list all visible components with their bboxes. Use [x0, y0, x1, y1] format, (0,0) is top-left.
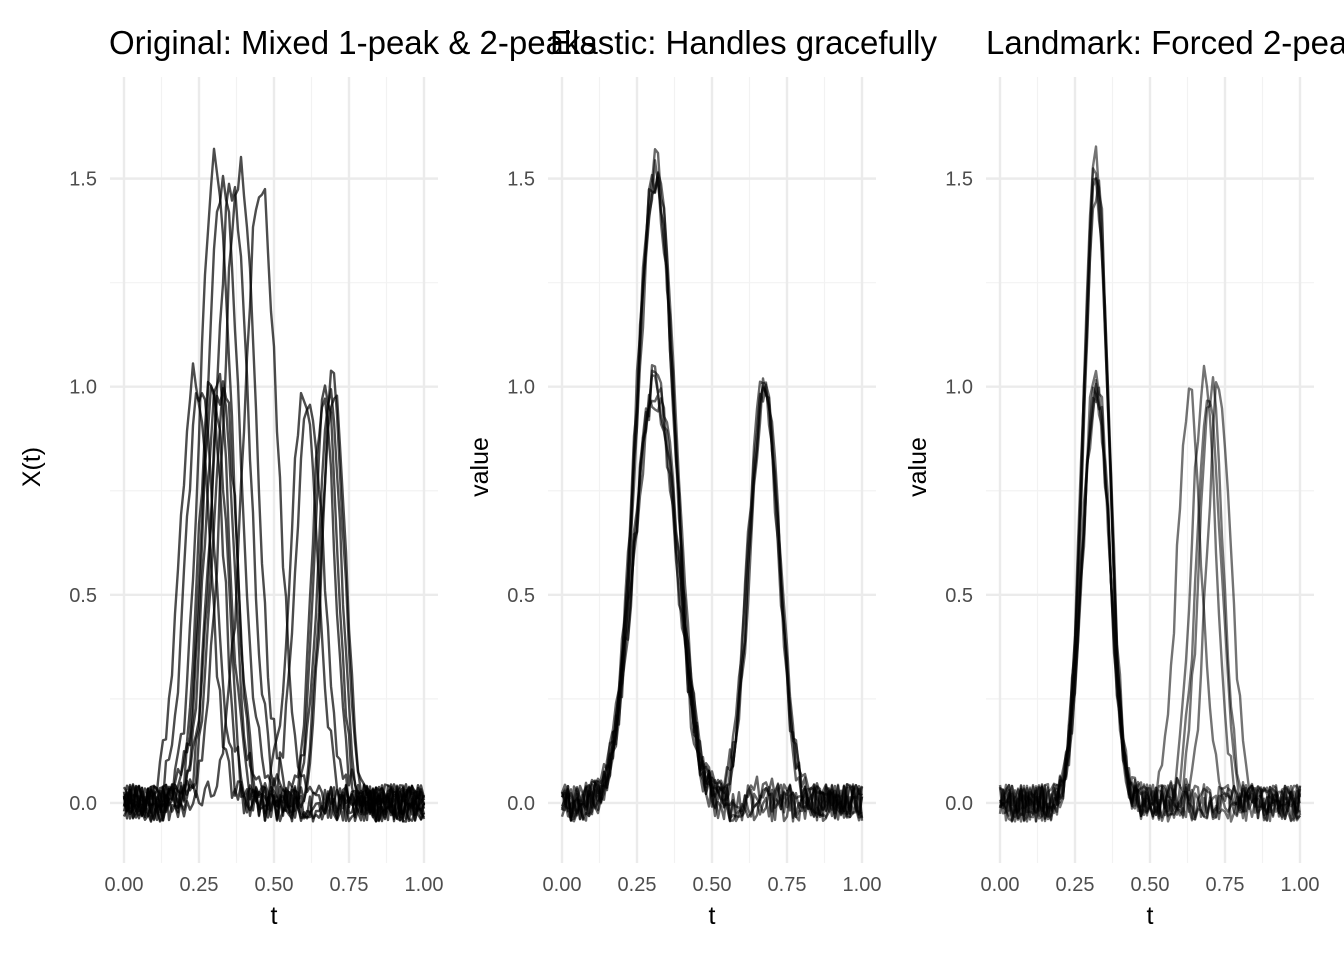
y-tick-label: 0.0 — [945, 793, 973, 815]
x-tick-label: 0.25 — [180, 874, 219, 896]
x-tick-label: 1.00 — [405, 874, 444, 896]
x-tick-label: 0.00 — [105, 874, 144, 896]
x-tick-label: 0.50 — [1131, 874, 1170, 896]
x-tick-label: 0.25 — [1056, 874, 1095, 896]
series-line — [122, 385, 426, 823]
x-axis-title: t — [271, 902, 278, 930]
x-tick-label: 0.75 — [768, 874, 807, 896]
x-tick-label: 0.00 — [543, 874, 582, 896]
x-tick-label: 0.50 — [693, 874, 732, 896]
y-tick-label: 1.5 — [945, 169, 973, 191]
panel-original: 0.0 0.5 1.0 1.5 0.00 0.25 0.50 0.75 1.00 Origina… — [18, 24, 597, 930]
panel-elastic: 0.0 0.5 1.0 1.5 0.00 0.25 0.50 0.75 1.00 Elastic… — [466, 24, 938, 930]
y-tick-label: 0.5 — [69, 585, 97, 607]
y-tick-label: 0.0 — [69, 793, 97, 815]
panel-landmark: 0.0 0.5 1.0 1.5 0.00 0.25 0.50 0.75 1.00 Landmar… — [904, 24, 1344, 930]
y-axis-title: X(t) — [18, 447, 46, 487]
y-tick-label: 1.0 — [945, 377, 973, 399]
x-tick-label: 0.00 — [981, 874, 1020, 896]
y-tick-label: 0.0 — [507, 793, 535, 815]
y-axis-title: value — [904, 437, 932, 497]
x-axis-title: t — [1147, 902, 1154, 930]
y-tick-label: 1.5 — [507, 169, 535, 191]
x-axis-title: t — [709, 902, 716, 930]
panel-title: Landmark: Forced 2-peak — [986, 24, 1344, 61]
series-line — [999, 379, 1301, 823]
y-tick-label: 1.5 — [69, 169, 97, 191]
panel-title: Original: Mixed 1-peak & 2-peaks — [109, 24, 597, 61]
x-tick-label: 1.00 — [843, 874, 882, 896]
x-tick-label: 0.25 — [618, 874, 657, 896]
y-tick-label: 0.5 — [945, 585, 973, 607]
x-tick-label: 0.75 — [330, 874, 369, 896]
panel-title: Elastic: Handles gracefully — [550, 24, 938, 61]
series-line — [560, 369, 864, 822]
x-tick-label: 0.50 — [255, 874, 294, 896]
y-tick-label: 1.0 — [69, 377, 97, 399]
y-axis-title: value — [466, 437, 494, 497]
x-tick-label: 0.75 — [1206, 874, 1245, 896]
series-line — [560, 383, 864, 823]
x-tick-label: 1.00 — [1281, 874, 1320, 896]
y-tick-label: 1.0 — [507, 377, 535, 399]
y-tick-label: 0.5 — [507, 585, 535, 607]
